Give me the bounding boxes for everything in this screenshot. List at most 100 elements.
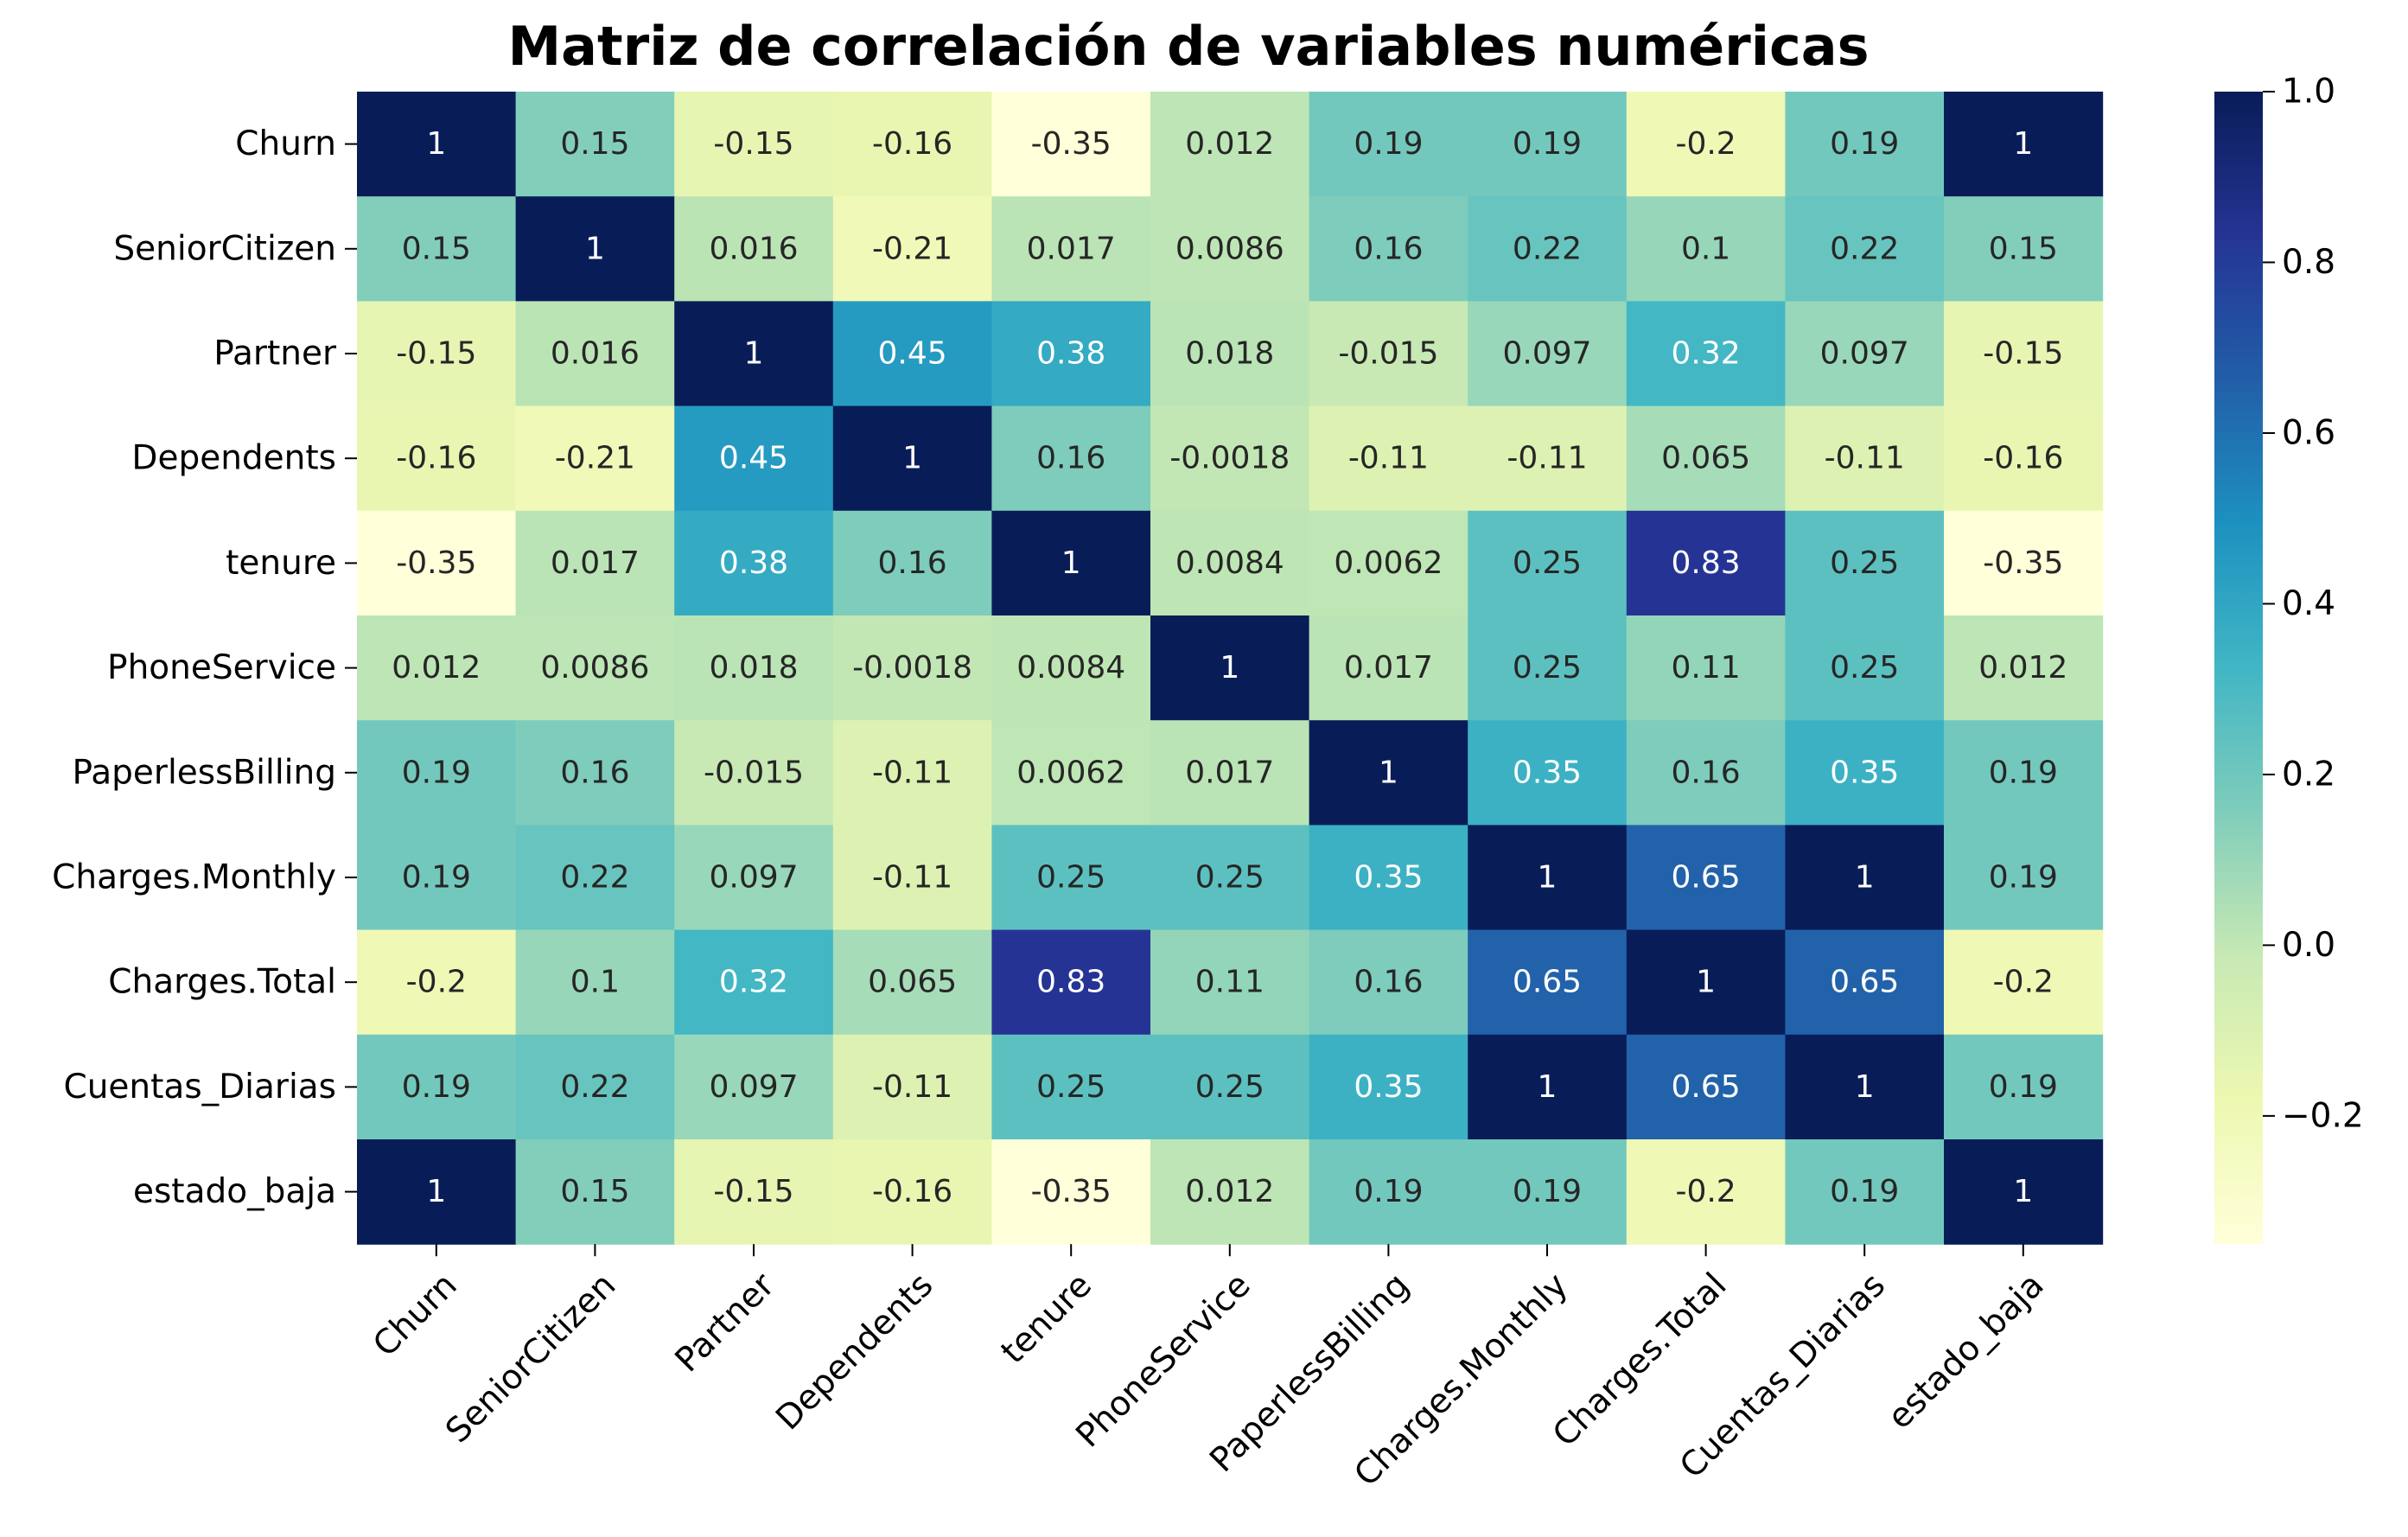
heatmap-cell: [357, 615, 517, 721]
cell-value-label: 0.19: [1354, 1174, 1423, 1209]
cell-value-label: 0.0062: [1334, 545, 1443, 581]
cell-value-label: 0.017: [1344, 650, 1433, 686]
heatmap-cell: [674, 196, 834, 302]
heatmap-cell: [991, 1034, 1151, 1140]
heatmap-cell: [357, 720, 517, 826]
cell-value-label: 0.017: [1185, 755, 1274, 790]
y-tick-label: Dependents: [131, 439, 336, 478]
heatmap-cell: [674, 510, 834, 616]
heatmap-cell: [1150, 720, 1310, 826]
heatmap-cell: [1468, 929, 1628, 1036]
heatmap-cell: [1785, 1034, 1945, 1140]
cell-value-label: 1: [744, 336, 764, 372]
heatmap-cell: [674, 405, 834, 512]
heatmap-cell: [515, 510, 675, 616]
cell-value-label: -0.35: [1031, 1174, 1112, 1209]
cell-value-label: 0.15: [560, 126, 629, 162]
chart-title: Matriz de correlación de variables numér…: [507, 15, 1869, 78]
cell-value-label: 0.0086: [540, 650, 649, 686]
heatmap-cell: [1309, 92, 1468, 197]
cell-value-label: 0.25: [1195, 1069, 1265, 1105]
cell-value-label: 1: [902, 441, 922, 476]
cell-value-label: -0.16: [872, 126, 952, 162]
cell-value-label: 1: [426, 1174, 446, 1209]
heatmap-cell: [1785, 825, 1945, 931]
y-tick-label: PaperlessBilling: [73, 753, 337, 792]
heatmap-cell: [674, 825, 834, 931]
cell-value-label: 1: [1855, 1069, 1875, 1105]
cell-value-label: 0.22: [1830, 231, 1899, 266]
cell-value-label: 0.1: [1681, 231, 1730, 266]
heatmap-cell: [674, 1034, 834, 1140]
heatmap-cell: [991, 196, 1151, 302]
cell-value-label: 0.097: [709, 860, 798, 896]
heatmap-cell: [1468, 1139, 1628, 1245]
heatmap-cell: [1785, 405, 1945, 512]
colorbar-gradient: [2214, 92, 2263, 1244]
heatmap-cell: [991, 720, 1151, 826]
heatmap-cell: [1785, 301, 1945, 407]
cell-value-label: 0.19: [1513, 1174, 1582, 1209]
heatmap-cell: [674, 1139, 834, 1245]
cell-value-label: 0.16: [560, 755, 629, 790]
heatmap-cell: [1150, 196, 1310, 302]
cell-value-label: 0.065: [868, 965, 957, 1000]
heatmap-cell: [991, 510, 1151, 616]
heatmap-cell: [1309, 1034, 1468, 1140]
heatmap-cell: [1150, 510, 1310, 616]
heatmap-cell: [1626, 196, 1786, 302]
cell-value-label: -0.11: [1825, 441, 1905, 476]
heatmap-cell: [1309, 615, 1468, 721]
cell-value-label: -0.15: [1983, 336, 2063, 372]
heatmap-cell: [1309, 405, 1468, 512]
heatmap-cell: [1944, 196, 2104, 302]
cell-value-label: 0.25: [1830, 545, 1899, 581]
cell-value-label: 0.25: [1036, 860, 1105, 896]
cell-value-label: -0.0018: [852, 650, 972, 686]
heatmap-cell: [1785, 92, 1945, 197]
cell-value-label: 0.25: [1513, 545, 1582, 581]
heatmap-cell: [832, 196, 992, 302]
cell-value-label: -0.11: [872, 755, 952, 790]
colorbar-tick-label: 0.6: [2282, 413, 2335, 452]
cell-value-label: 0.19: [402, 1069, 471, 1105]
cell-value-label: -0.11: [1507, 441, 1587, 476]
cell-value-label: -0.11: [872, 1069, 952, 1105]
cell-value-label: 0.65: [1513, 965, 1582, 1000]
cell-value-label: -0.015: [1338, 336, 1438, 372]
cell-value-label: 0.016: [709, 231, 798, 266]
heatmap-cell: [357, 1139, 517, 1245]
heatmap-cell: [515, 825, 675, 931]
heatmap-cell: [674, 720, 834, 826]
heatmap-cell: [1468, 301, 1628, 407]
cell-value-label: -0.16: [872, 1174, 952, 1209]
heatmap-cell: [515, 196, 675, 302]
heatmap-cell: [1309, 510, 1468, 616]
cell-value-label: 1: [1538, 860, 1558, 896]
heatmap-cell: [1468, 196, 1628, 302]
heatmap-cell: [357, 510, 517, 616]
colorbar-tick-label: 0.8: [2282, 243, 2335, 282]
cell-value-label: 1: [2013, 1174, 2033, 1209]
cell-value-label: 0.32: [1672, 336, 1741, 372]
cell-value-label: 0.017: [551, 545, 640, 581]
cell-value-label: 0.19: [1830, 1174, 1899, 1209]
heatmap-cells: [357, 92, 2104, 1245]
heatmap-cell: [1944, 1139, 2104, 1245]
heatmap-cell: [1785, 720, 1945, 826]
cell-value-label: 1: [585, 231, 605, 266]
cell-value-label: 0.19: [1989, 860, 2058, 896]
heatmap-cell: [1309, 301, 1468, 407]
heatmap-cell: [991, 615, 1151, 721]
cell-value-label: 0.1: [570, 965, 620, 1000]
heatmap-cell: [991, 92, 1151, 197]
heatmap-cell: [1944, 301, 2104, 407]
cell-value-label: 0.012: [1185, 1174, 1274, 1209]
heatmap-cell: [674, 929, 834, 1036]
cell-value-label: 1: [1696, 965, 1716, 1000]
cell-value-label: 0.83: [1672, 545, 1741, 581]
heatmap-cell: [674, 92, 834, 197]
cell-value-label: 0.35: [1354, 860, 1423, 896]
